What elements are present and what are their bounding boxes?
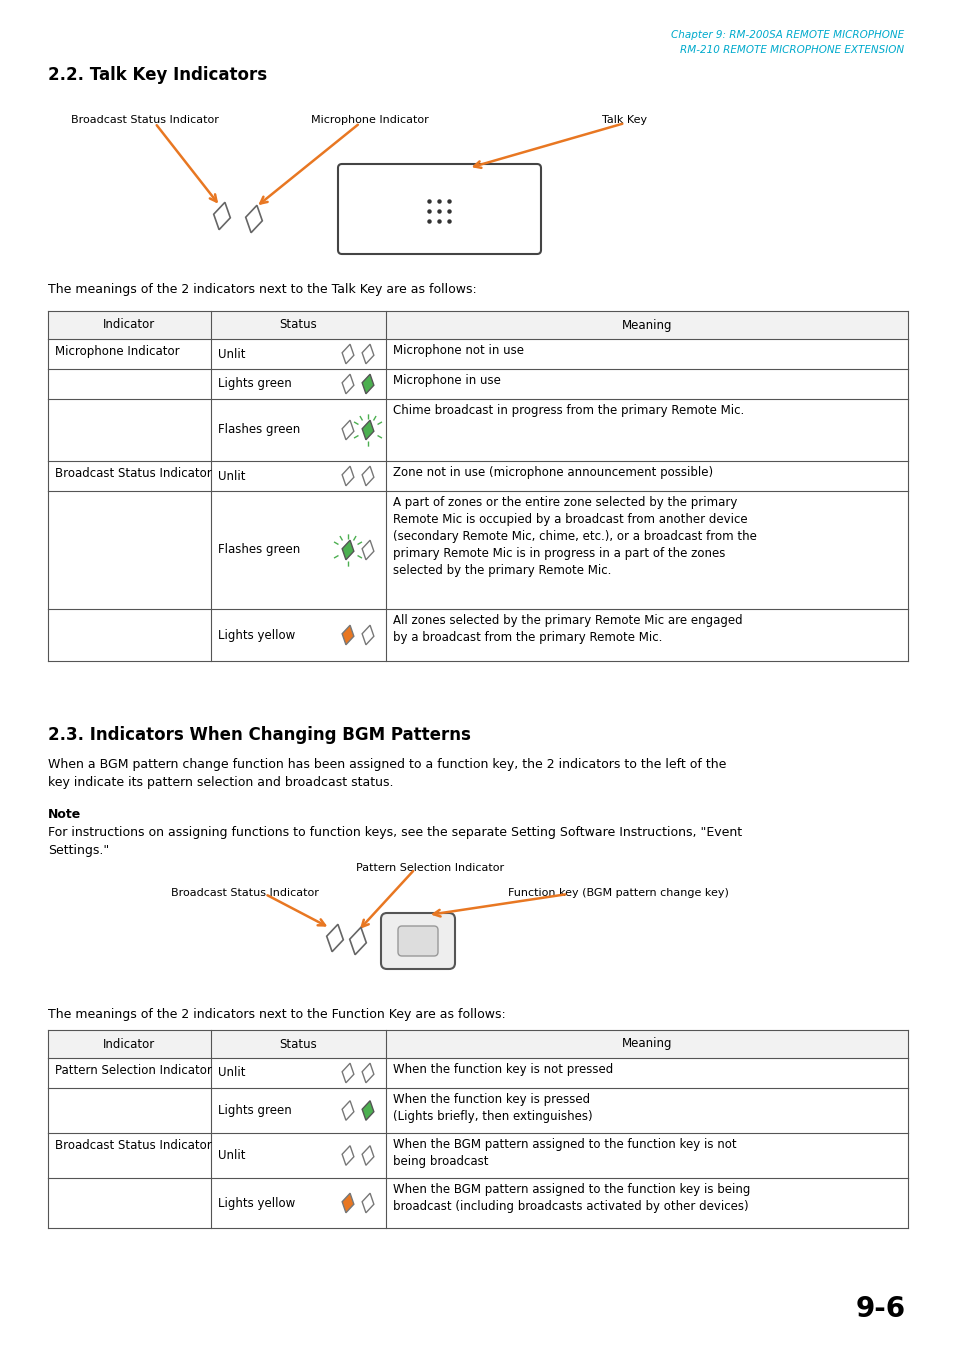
Text: RM-210 REMOTE MICROPHONE EXTENSION: RM-210 REMOTE MICROPHONE EXTENSION [679, 45, 903, 55]
Polygon shape [362, 420, 374, 440]
Text: Settings.": Settings." [48, 844, 110, 857]
Polygon shape [362, 466, 374, 486]
Polygon shape [342, 1063, 354, 1082]
Text: When the BGM pattern assigned to the function key is not
being broadcast: When the BGM pattern assigned to the fun… [393, 1138, 736, 1169]
Polygon shape [362, 540, 374, 559]
Text: When a BGM pattern change function has been assigned to a function key, the 2 in: When a BGM pattern change function has b… [48, 758, 725, 771]
Polygon shape [362, 1101, 374, 1120]
Polygon shape [342, 626, 354, 644]
FancyBboxPatch shape [380, 913, 455, 969]
Text: For instructions on assigning functions to function keys, see the separate Setti: For instructions on assigning functions … [48, 825, 741, 839]
Text: Broadcast Status Indicator: Broadcast Status Indicator [55, 1139, 212, 1152]
Bar [48, 311, 907, 339]
Text: Status: Status [279, 319, 317, 331]
Text: 2.2. Talk Key Indicators: 2.2. Talk Key Indicators [48, 66, 267, 84]
Text: Status: Status [279, 1038, 317, 1051]
Text: Broadcast Status Indicator: Broadcast Status Indicator [55, 467, 212, 480]
Text: When the BGM pattern assigned to the function key is being
broadcast (including : When the BGM pattern assigned to the fun… [393, 1183, 750, 1213]
Text: Lights green: Lights green [218, 377, 292, 390]
Text: Meaning: Meaning [621, 319, 672, 331]
Polygon shape [342, 374, 354, 393]
Polygon shape [362, 626, 374, 644]
FancyBboxPatch shape [397, 925, 437, 957]
Text: Broadcast Status Indicator: Broadcast Status Indicator [171, 888, 318, 898]
Text: Unlit: Unlit [218, 470, 245, 482]
Polygon shape [342, 1146, 354, 1166]
Text: Microphone Indicator: Microphone Indicator [311, 115, 429, 126]
Text: 2.3. Indicators When Changing BGM Patterns: 2.3. Indicators When Changing BGM Patter… [48, 725, 471, 744]
Text: Unlit: Unlit [218, 1066, 245, 1079]
Polygon shape [342, 540, 354, 559]
Text: Zone not in use (microphone announcement possible): Zone not in use (microphone announcement… [393, 466, 713, 480]
Text: Chapter 9: RM-200SA REMOTE MICROPHONE: Chapter 9: RM-200SA REMOTE MICROPHONE [670, 30, 903, 41]
Text: Function key (BGM pattern change key): Function key (BGM pattern change key) [507, 888, 728, 898]
Text: Microphone Indicator: Microphone Indicator [55, 345, 179, 358]
Text: The meanings of the 2 indicators next to the Function Key are as follows:: The meanings of the 2 indicators next to… [48, 1008, 505, 1021]
Polygon shape [362, 1193, 374, 1213]
Polygon shape [362, 345, 374, 363]
Polygon shape [350, 927, 366, 955]
Text: Unlit: Unlit [218, 347, 245, 361]
Text: Talk Key: Talk Key [601, 115, 647, 126]
Text: Indicator: Indicator [103, 319, 155, 331]
Text: Indicator: Indicator [103, 1038, 155, 1051]
Text: Unlit: Unlit [218, 1148, 245, 1162]
Polygon shape [342, 345, 354, 363]
Text: Lights green: Lights green [218, 1104, 292, 1117]
Text: 9-6: 9-6 [855, 1296, 905, 1323]
Text: Meaning: Meaning [621, 1038, 672, 1051]
Polygon shape [342, 466, 354, 486]
Polygon shape [342, 1193, 354, 1213]
Text: Pattern Selection Indicator: Pattern Selection Indicator [55, 1065, 212, 1077]
Text: When the function key is pressed
(Lights briefly, then extinguishes): When the function key is pressed (Lights… [393, 1093, 592, 1123]
Text: When the function key is not pressed: When the function key is not pressed [393, 1063, 613, 1075]
Text: The meanings of the 2 indicators next to the Talk Key are as follows:: The meanings of the 2 indicators next to… [48, 282, 476, 296]
Polygon shape [362, 1146, 374, 1166]
Polygon shape [362, 1063, 374, 1082]
Text: Lights yellow: Lights yellow [218, 628, 294, 642]
Text: A part of zones or the entire zone selected by the primary
Remote Mic is occupie: A part of zones or the entire zone selec… [393, 496, 756, 577]
Text: Flashes green: Flashes green [218, 423, 300, 436]
Text: Note: Note [48, 808, 81, 821]
Bar [48, 1029, 907, 1058]
Polygon shape [246, 205, 262, 232]
Text: Broadcast Status Indicator: Broadcast Status Indicator [71, 115, 218, 126]
Text: Flashes green: Flashes green [218, 543, 300, 557]
Polygon shape [362, 374, 374, 393]
Text: Lights yellow: Lights yellow [218, 1197, 294, 1209]
Text: All zones selected by the primary Remote Mic are engaged
by a broadcast from the: All zones selected by the primary Remote… [393, 613, 741, 644]
Polygon shape [326, 924, 343, 951]
Text: key indicate its pattern selection and broadcast status.: key indicate its pattern selection and b… [48, 775, 393, 789]
FancyBboxPatch shape [337, 163, 540, 254]
Polygon shape [213, 203, 230, 230]
Polygon shape [342, 1101, 354, 1120]
Polygon shape [342, 420, 354, 440]
Text: Microphone not in use: Microphone not in use [393, 345, 523, 357]
Text: Microphone in use: Microphone in use [393, 374, 500, 386]
Text: Pattern Selection Indicator: Pattern Selection Indicator [355, 863, 503, 873]
Text: Chime broadcast in progress from the primary Remote Mic.: Chime broadcast in progress from the pri… [393, 404, 743, 417]
